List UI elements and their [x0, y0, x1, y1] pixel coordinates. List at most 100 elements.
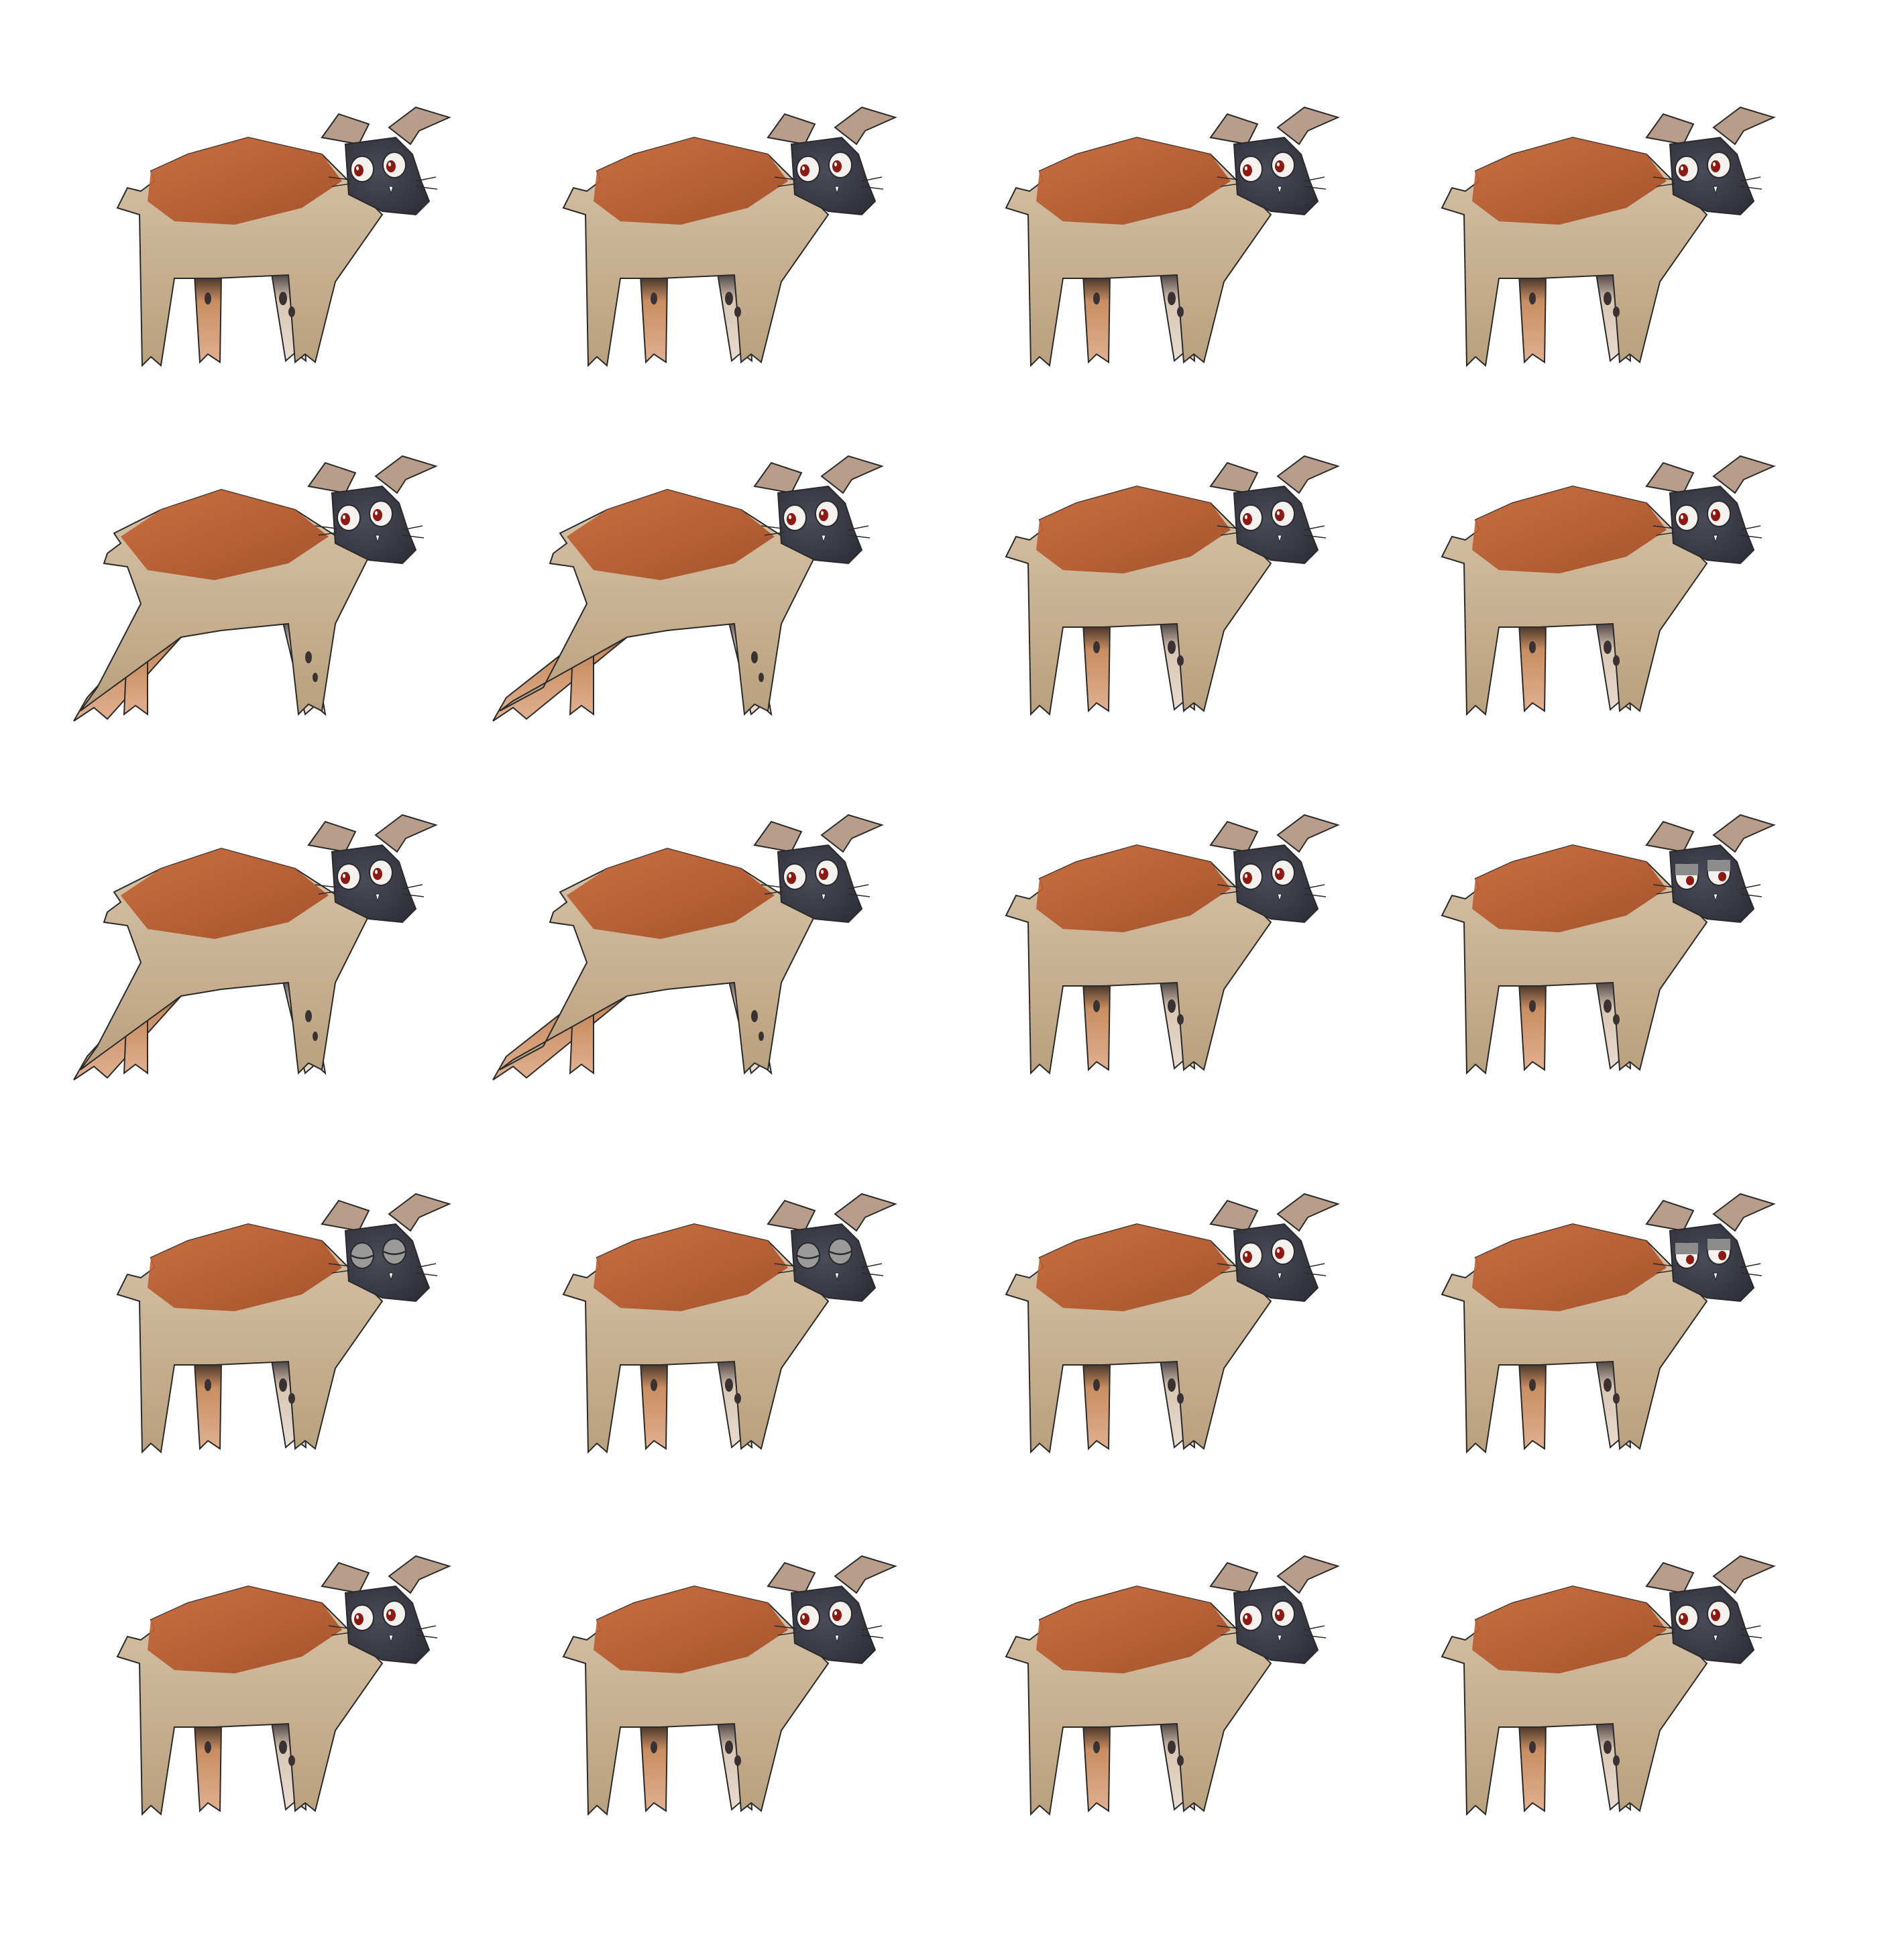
sprite-frame: [989, 1193, 1365, 1476]
leg-back-left: [1082, 623, 1111, 713]
ear-right: [1276, 106, 1340, 146]
sprite-frame: [492, 814, 922, 1097]
eyes: [1675, 152, 1731, 182]
sprite-frame: [1425, 106, 1801, 389]
creature-svg: [73, 455, 438, 722]
creature-svg: [1441, 455, 1776, 716]
eyes: [783, 859, 839, 890]
ear-left: [1645, 1199, 1695, 1232]
saddle-patch: [567, 848, 775, 939]
leg-back-left: [1518, 1361, 1547, 1451]
eyes: [337, 859, 393, 890]
leg-spots: [1529, 1741, 1620, 1766]
saddle-patch: [1472, 137, 1667, 225]
eyes: [337, 500, 393, 531]
saddle-patch: [1036, 486, 1231, 573]
saddle-patch: [594, 1586, 788, 1673]
sprite-frame: [101, 1193, 476, 1476]
leg-spots: [651, 1378, 741, 1404]
sprite-frame: [73, 814, 476, 1097]
saddle-patch: [121, 848, 329, 939]
leg-back-left: [1082, 274, 1111, 364]
creature-svg: [116, 1193, 451, 1454]
ear-left: [1209, 461, 1259, 494]
creature-svg: [562, 1193, 897, 1454]
saddle-patch: [594, 137, 788, 225]
ear-left: [1209, 820, 1259, 853]
creature-svg: [73, 814, 438, 1081]
sprite-frame: [492, 455, 922, 738]
ear-right: [1276, 814, 1340, 853]
ear-right: [1276, 455, 1340, 494]
eyes: [1675, 1600, 1731, 1631]
creature-svg: [1005, 814, 1340, 1075]
sprite-frame: [547, 1193, 922, 1476]
creature-svg: [562, 1555, 897, 1816]
leg-back-left: [1518, 623, 1547, 713]
leg-spots: [205, 292, 295, 317]
leg-spots: [1093, 1741, 1184, 1766]
leg-spots: [751, 651, 764, 682]
ear-left: [753, 461, 803, 494]
ear-left: [321, 1199, 370, 1232]
leg-back-left: [639, 1723, 669, 1813]
sprite-frame: [101, 106, 476, 389]
ear-right: [1276, 1193, 1340, 1232]
ear-right: [834, 1193, 897, 1232]
ear-left: [1645, 820, 1695, 853]
ear-right: [1712, 455, 1776, 494]
leg-back-left: [1082, 1361, 1111, 1451]
eyes: [796, 1600, 852, 1631]
ear-left: [1645, 113, 1695, 146]
ear-right: [1712, 106, 1776, 146]
saddle-patch: [1036, 1586, 1231, 1673]
ear-right: [820, 455, 884, 494]
ear-left: [1209, 1199, 1259, 1232]
sprite-frame: [989, 106, 1365, 389]
ear-left: [767, 113, 816, 146]
ear-left: [1645, 1561, 1695, 1594]
saddle-patch: [148, 1586, 342, 1673]
leg-spots: [751, 1010, 764, 1041]
saddle-patch: [567, 490, 775, 580]
eyes: [1675, 500, 1731, 531]
ear-right: [834, 1555, 897, 1594]
sprite-frame: [547, 106, 922, 389]
leg-spots: [1529, 999, 1620, 1025]
leg-spots: [1093, 641, 1184, 666]
eyes: [1675, 1238, 1731, 1269]
leg-spots: [1093, 999, 1184, 1025]
leg-spots: [1093, 292, 1184, 317]
ear-left: [321, 1561, 370, 1594]
saddle-patch: [1472, 1224, 1667, 1311]
creature-svg: [1441, 1193, 1776, 1454]
creature-svg: [1005, 1555, 1340, 1816]
saddle-patch: [148, 137, 342, 225]
leg-spots: [651, 292, 741, 317]
creature-svg: [116, 106, 451, 368]
eyes: [1239, 1238, 1295, 1269]
ear-left: [307, 461, 357, 494]
sprite-frame: [73, 455, 476, 738]
ear-left: [767, 1199, 816, 1232]
leg-spots: [1529, 641, 1620, 666]
ear-right: [1276, 1555, 1340, 1594]
ear-right: [834, 106, 897, 146]
ear-left: [307, 820, 357, 853]
eyes: [1239, 1600, 1295, 1631]
ear-left: [1645, 461, 1695, 494]
head: [1645, 814, 1776, 924]
eyes: [350, 152, 406, 182]
ear-right: [374, 455, 438, 494]
sprite-frame: [1425, 1555, 1801, 1838]
sprite-frame: [989, 814, 1365, 1097]
saddle-patch: [1036, 137, 1231, 225]
ear-right: [1712, 1193, 1776, 1232]
sprite-frame: [1425, 814, 1801, 1097]
creature-svg: [1441, 814, 1776, 1075]
creature-svg: [1005, 455, 1340, 716]
ear-right: [820, 814, 884, 853]
ear-left: [1209, 113, 1259, 146]
leg-back-left: [1082, 982, 1111, 1072]
eyes: [783, 500, 839, 531]
